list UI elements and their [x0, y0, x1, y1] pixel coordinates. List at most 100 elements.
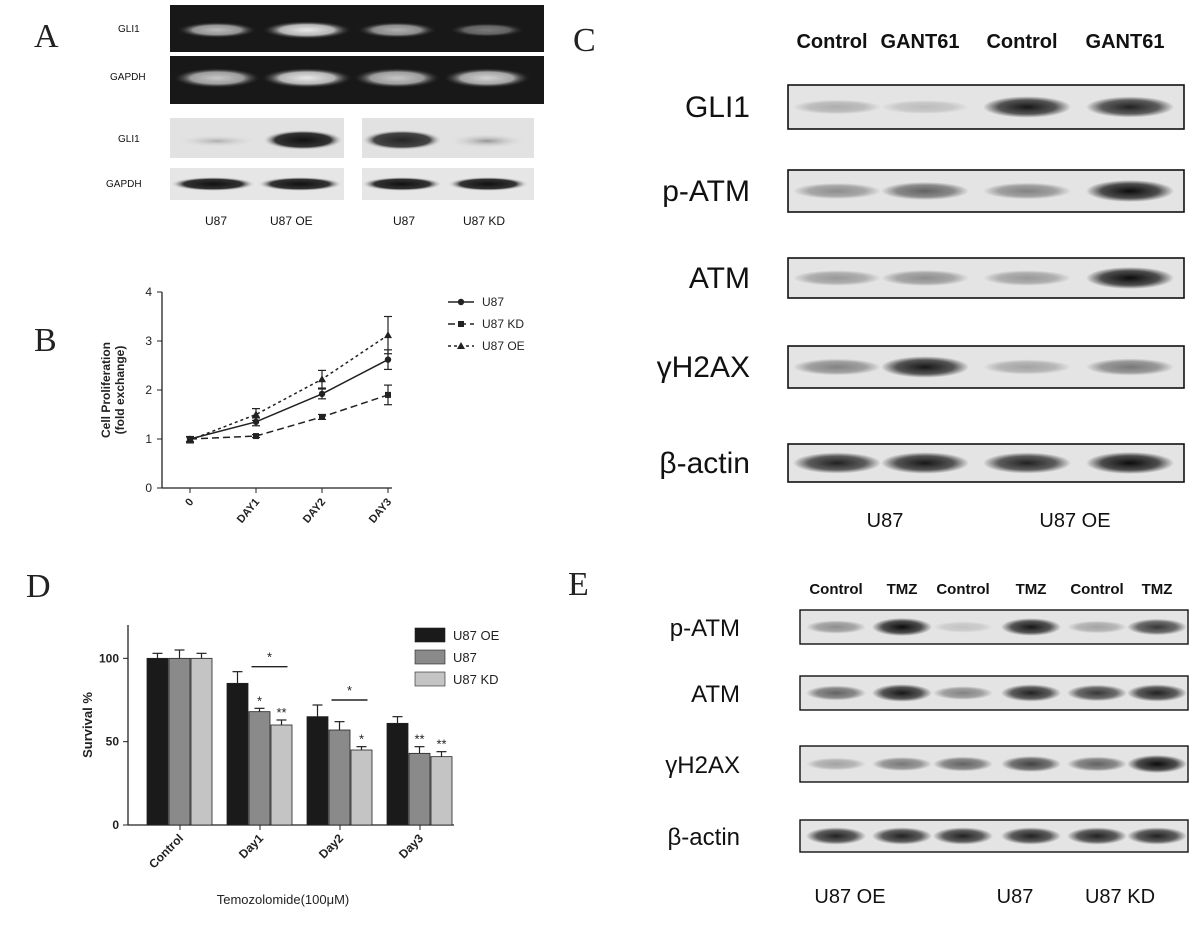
row-label: ATM: [689, 262, 750, 295]
x-tick-label: DAY1: [235, 496, 262, 525]
panel-label-c: C: [573, 22, 596, 59]
blot-band: [933, 686, 993, 700]
row-label: p-ATM: [670, 615, 740, 642]
column-label: Control: [1070, 581, 1123, 598]
data-point: [384, 331, 392, 339]
data-point: [385, 391, 391, 398]
data-point: [253, 433, 259, 440]
blot-band: [1086, 267, 1174, 289]
y-axis-label: Cell Proliferation(fold exchange): [99, 342, 127, 438]
column-label: Control: [796, 31, 867, 53]
bar: [386, 722, 409, 826]
lane-label: U87 OE: [270, 214, 313, 228]
bar: [248, 711, 271, 826]
blot-band: [806, 620, 866, 634]
blot-band: [983, 182, 1071, 200]
legend-swatch: [414, 627, 446, 643]
western-blot-e: Control TMZ Control TMZ Control TMZ p-ATM ATM γH…: [665, 581, 1189, 908]
blot-band: [1001, 684, 1061, 702]
blot-band: [1086, 358, 1174, 376]
column-label: GANT61: [1086, 31, 1165, 53]
blot-band: [1067, 756, 1127, 772]
blot-band: [983, 270, 1071, 286]
blot-band: [806, 685, 866, 701]
wb-label-gli1: GLI1: [118, 134, 140, 145]
series-line: [189, 394, 389, 440]
blot-band: [881, 100, 969, 114]
group-label: U87 OE: [1039, 510, 1110, 532]
blot-band: [872, 684, 932, 702]
significance-star: *: [257, 693, 262, 708]
bar: [328, 729, 351, 826]
y-tick-label: 3: [145, 334, 152, 348]
bracket-star: *: [347, 683, 352, 698]
y-tick-label: 0: [112, 818, 119, 832]
blot-band: [933, 756, 993, 772]
bar: [270, 724, 293, 826]
x-tick-label: Control: [146, 831, 186, 871]
panel-e: Control TMZ Control TMZ Control TMZ p-ATM ATM γH…: [600, 560, 1200, 927]
blot-band: [793, 99, 881, 115]
column-label: Control: [809, 581, 862, 598]
blot-band: [872, 618, 932, 636]
lane-label: U87: [393, 214, 416, 228]
y-tick-label: 4: [145, 285, 152, 299]
panel-label-d: D: [26, 568, 51, 605]
row-label: γH2AX: [657, 351, 750, 384]
bar: [168, 657, 191, 826]
row-label: ATM: [691, 681, 740, 708]
legend-label: U87: [482, 295, 504, 309]
blot-band: [1127, 684, 1187, 702]
row-label: GLI1: [685, 91, 750, 124]
legend-label: U87 OE: [482, 339, 525, 353]
column-label: Control: [986, 31, 1057, 53]
blot-band: [1127, 755, 1187, 773]
blot-band: [793, 270, 881, 286]
group-label: U87: [997, 886, 1034, 908]
blot-band: [881, 270, 969, 286]
data-point: [384, 356, 392, 363]
row-label: p-ATM: [662, 175, 750, 208]
x-tick-label: DAY3: [367, 496, 394, 525]
panel-label-e: E: [568, 566, 589, 603]
blot-band: [983, 452, 1071, 474]
panel-label-b: B: [34, 322, 57, 359]
y-axis-label: Survival %: [80, 692, 95, 758]
bar: [226, 682, 249, 826]
legend-label: U87 KD: [453, 672, 499, 687]
panel-c: Control GANT61 Control GANT61 GLI1 p-ATM ATM γH…: [600, 0, 1200, 560]
x-axis-label: Temozolomide(100μM): [217, 892, 349, 907]
significance-star: **: [436, 737, 446, 752]
group-label: U87 KD: [1085, 886, 1155, 908]
legend-marker: [457, 342, 465, 349]
bar: [306, 716, 329, 826]
gel-label-gapdh: GAPDH: [110, 72, 146, 83]
blot-band: [1086, 180, 1174, 202]
x-tick-label: Day2: [316, 831, 346, 861]
legend-label: U87 KD: [482, 317, 524, 331]
blot-band: [1001, 756, 1061, 772]
data-point: [252, 410, 260, 418]
blot-band: [983, 359, 1071, 375]
y-tick-label: 1: [145, 432, 152, 446]
x-tick-label: Day1: [236, 831, 266, 861]
blot-band: [933, 827, 993, 845]
proliferation-line-chart: 0 1 2 3 4 0 DAY1 DAY2 DAY3 Cell Proliferation(fol…: [99, 285, 525, 526]
wb-label-gapdh: GAPDH: [106, 179, 142, 190]
western-blot-c: Control GANT61 Control GANT61 GLI1 p-ATM ATM γH…: [657, 31, 1185, 532]
legend-swatch: [414, 649, 446, 665]
y-tick-label: 2: [145, 383, 152, 397]
column-label: TMZ: [1142, 581, 1173, 598]
column-label: TMZ: [887, 581, 918, 598]
row-label: β-actin: [668, 824, 741, 851]
significance-star: **: [414, 732, 424, 747]
blot-band: [806, 827, 866, 845]
bar: [190, 657, 213, 826]
blot-band: [1067, 684, 1127, 702]
panel-label-a: A: [34, 18, 59, 55]
y-axis-label-line: (fold exchange): [113, 346, 127, 435]
y-axis-label-line: Cell Proliferation: [99, 342, 113, 438]
x-tick-label: DAY2: [301, 496, 328, 525]
y-tick-label: 0: [145, 481, 152, 495]
